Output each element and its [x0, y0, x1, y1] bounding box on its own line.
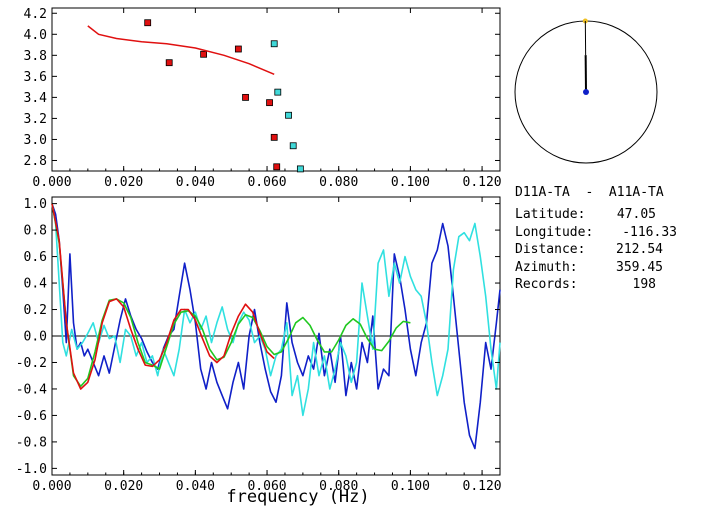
- spectrum-x-tick-label: 0.120: [463, 479, 502, 494]
- info-label-azimuth: Azimuth:: [515, 260, 578, 275]
- dispersion-point-cyan: [285, 111, 292, 119]
- spectrum-line-blue: [51, 203, 501, 450]
- spectrum-y-tick-label: -0.4: [16, 382, 47, 397]
- dispersion-plot-axes: 0.000 0.020 0.040 0.060 0.080 0.100 0.120 2.8 3.…: [24, 7, 502, 190]
- spectrum-line-cyan: [51, 203, 501, 417]
- spectrum-y-tick-label: -0.6: [16, 409, 47, 424]
- dispersion-plot-frame: [51, 7, 501, 172]
- azimuth-indicator: [514, 18, 658, 164]
- dispersion-point-red: [144, 19, 152, 27]
- spectrum-y-tick-label: 0.4: [24, 277, 48, 292]
- dispersion-point-cyan: [274, 88, 282, 96]
- spectrum-y-tick-label: 0.0: [24, 330, 47, 345]
- info-label-latitude: Latitude:: [515, 207, 585, 222]
- spectrum-x-tick-label: 0.040: [176, 479, 215, 494]
- dispersion-point-red: [234, 45, 242, 53]
- spectrum-line-green: [51, 203, 411, 388]
- dispersion-point-cyan: [289, 142, 297, 150]
- spectrum-line-red: [51, 203, 275, 390]
- spectrum-y-tick-label: 1.0: [24, 197, 47, 212]
- dispersion-x-tick-label: 0.080: [319, 175, 358, 190]
- spectrum-x-tick-label: 0.000: [32, 479, 71, 494]
- spectrum-x-tick-label: 0.060: [247, 479, 286, 494]
- dispersion-y-tick-label: 3.4: [24, 91, 48, 106]
- dispersion-x-tick-label: 0.000: [32, 175, 71, 190]
- dispersion-y-tick-label: 4.2: [24, 7, 47, 22]
- spectrum-plot-axes: 0.000 0.020 0.040 0.060 0.080 0.100 0.120 1.0 0.…: [16, 197, 502, 494]
- dispersion-point-red: [270, 133, 278, 141]
- spectrum-x-tick-label: 0.020: [104, 479, 143, 494]
- spectrum-x-tick-label: 0.080: [319, 479, 358, 494]
- dispersion-point-red: [242, 93, 249, 101]
- spectrum-y-tick-label: 0.2: [24, 303, 47, 318]
- dispersion-x-tick-label: 0.020: [104, 175, 143, 190]
- info-value-azimuth: 359.45: [616, 260, 663, 275]
- dispersion-point-cyan: [270, 40, 278, 48]
- info-value-longitude: -116.33: [622, 225, 677, 240]
- dispersion-y-tick-label: 3.2: [24, 112, 47, 127]
- station-dot: [583, 89, 589, 95]
- dispersion-fit-line: [87, 25, 275, 75]
- dispersion-point-cyan: [296, 165, 304, 173]
- dispersion-plot: 0.000 0.020 0.040 0.060 0.080 0.100 0.120 2.8 3.…: [24, 7, 502, 190]
- dispersion-x-tick-label: 0.100: [391, 175, 430, 190]
- info-value-latitude: 47.05: [617, 207, 656, 222]
- info-label-records: Records:: [515, 277, 578, 292]
- dispersion-point-red: [165, 59, 173, 67]
- dispersion-point-red: [200, 50, 208, 58]
- dispersion-y-tick-label: 4.0: [24, 28, 47, 43]
- dispersion-x-tick-label: 0.060: [247, 175, 286, 190]
- spectrum-y-tick-label: 0.6: [24, 250, 47, 265]
- dispersion-point-red: [273, 163, 281, 171]
- dispersion-y-tick-label: 3.8: [24, 49, 47, 64]
- x-axis-title: frequency (Hz): [226, 487, 369, 507]
- dispersion-y-tick-label: 2.8: [24, 154, 47, 169]
- spectrum-x-tick-label: 0.100: [391, 479, 430, 494]
- station-info: D11A-TA - A11A-TA Latitude: 47.05 Longit…: [515, 185, 677, 292]
- info-label-distance: Distance:: [515, 242, 585, 257]
- spectrum-y-tick-label: -0.8: [16, 435, 47, 450]
- station-pair: D11A-TA - A11A-TA: [515, 185, 664, 200]
- info-value-records: 198: [633, 277, 656, 292]
- spectrum-plot-lines: [51, 203, 501, 450]
- spectrum-y-tick-label: -1.0: [16, 462, 47, 477]
- info-value-distance: 212.54: [616, 242, 663, 257]
- info-label-longitude: Longitude:: [515, 225, 593, 240]
- dispersion-x-tick-label: 0.120: [463, 175, 502, 190]
- dispersion-y-tick-label: 3.0: [24, 133, 47, 148]
- spectrum-y-tick-label: 0.8: [24, 224, 47, 239]
- dispersion-x-tick-label: 0.040: [176, 175, 215, 190]
- spectrum-y-tick-label: -0.2: [16, 356, 47, 371]
- dispersion-plot-marks: [87, 19, 304, 173]
- dispersion-point-red: [266, 99, 273, 107]
- dispersion-y-tick-label: 3.6: [24, 70, 47, 85]
- spectrum-plot: 0.000 0.020 0.040 0.060 0.080 0.100 0.120 1.0 0.…: [16, 196, 502, 507]
